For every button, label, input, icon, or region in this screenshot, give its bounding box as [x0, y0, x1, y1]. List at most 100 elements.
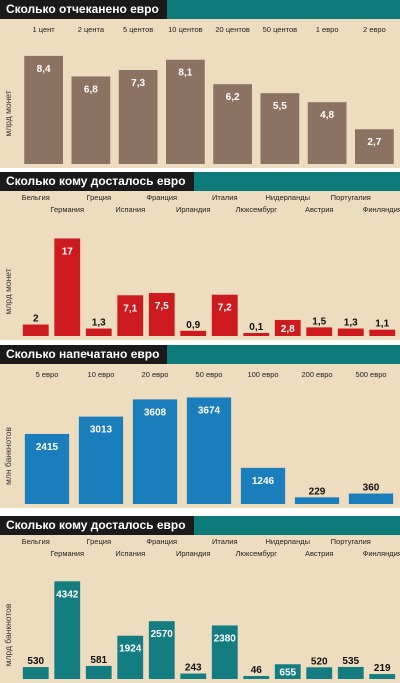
- value-label: 2415: [36, 442, 59, 453]
- bar: [260, 93, 300, 164]
- value-label: 6,2: [226, 92, 240, 103]
- value-label: 7,3: [131, 78, 145, 89]
- value-label: 2,7: [367, 137, 381, 148]
- bar: [24, 433, 70, 504]
- category-label: Испания: [115, 205, 145, 214]
- chart-header: Сколько кому досталось евро: [0, 516, 400, 535]
- bar: [306, 667, 333, 679]
- value-label: 229: [309, 486, 326, 497]
- value-label: 1,3: [344, 318, 358, 329]
- bar: [22, 667, 49, 679]
- category-label: Испания: [115, 549, 145, 558]
- bar: [22, 324, 49, 336]
- bar: [369, 329, 396, 336]
- value-label: 243: [185, 663, 202, 674]
- bar: [369, 674, 396, 679]
- category-label: Греция: [86, 193, 111, 202]
- bar: [213, 84, 252, 164]
- bar: [148, 292, 175, 336]
- value-label: 1,5: [312, 316, 326, 327]
- value-label: 46: [251, 665, 263, 676]
- chart-minted-coins: Сколько отчеканено евро млрд монет 1 цент…: [0, 0, 400, 168]
- bar: [117, 295, 144, 336]
- bar: [186, 397, 232, 504]
- category-label: 50 евро: [196, 370, 223, 379]
- category-label: Португалия: [331, 537, 371, 546]
- bar: [148, 621, 175, 679]
- category-label: 5 центов: [123, 25, 153, 34]
- bar: [117, 635, 144, 679]
- bar: [211, 294, 238, 336]
- bar: [294, 497, 340, 504]
- chart-title: Сколько напечатано евро: [0, 345, 168, 364]
- category-label: Бельгия: [22, 537, 50, 546]
- bar: [243, 333, 270, 336]
- category-label: Франция: [146, 537, 177, 546]
- bar: [24, 55, 63, 164]
- category-label: 2 цента: [78, 25, 105, 34]
- value-label: 530: [27, 656, 44, 667]
- bar: [132, 399, 178, 504]
- bar: [118, 70, 158, 164]
- value-label: 8,1: [178, 68, 192, 79]
- value-label: 581: [90, 655, 107, 666]
- chart-title: Сколько кому досталось евро: [0, 172, 194, 191]
- category-label: 10 центов: [168, 25, 202, 34]
- value-label: 2,8: [281, 324, 295, 335]
- bar: [306, 327, 333, 336]
- category-label: 20 евро: [142, 370, 169, 379]
- y-axis-label: млн банкнотов: [3, 427, 13, 485]
- chart-header: Сколько напечатано евро: [0, 345, 400, 364]
- category-label: Португалия: [331, 193, 371, 202]
- value-label: 7,5: [155, 301, 169, 312]
- category-label: Нидерланды: [265, 193, 310, 202]
- value-label: 0,1: [249, 322, 263, 333]
- value-label: 360: [363, 483, 380, 494]
- y-axis-label: млрд монет: [3, 268, 13, 314]
- chart-plot: млрд банкнотов Бельгия 530 Германия 4342 Грец…: [0, 535, 400, 683]
- value-label: 3608: [144, 407, 167, 418]
- bar: [337, 328, 364, 336]
- category-label: Финляндия: [363, 205, 400, 214]
- category-label: 50 центов: [263, 25, 297, 34]
- chart-plot: млн банкнотов 5 евро 2415 10 евро 3013 20 евр…: [0, 364, 400, 508]
- category-label: 5 евро: [36, 370, 59, 379]
- value-label: 535: [342, 656, 359, 667]
- bar: [240, 467, 286, 504]
- bar: [355, 129, 394, 164]
- bar: [180, 330, 207, 336]
- value-label: 4342: [56, 589, 79, 600]
- category-label: Люксембург: [235, 549, 277, 558]
- bar: [54, 238, 81, 336]
- bar: [85, 665, 112, 679]
- category-label: 200 евро: [301, 370, 332, 379]
- y-axis-label: млрд монет: [3, 90, 13, 136]
- bar: [180, 673, 207, 679]
- value-label: 2570: [151, 629, 174, 640]
- bar: [78, 416, 124, 504]
- bar: [71, 76, 111, 164]
- category-label: 100 евро: [247, 370, 278, 379]
- value-label: 219: [374, 663, 391, 674]
- value-label: 7,2: [218, 303, 232, 314]
- category-label: Ирландия: [176, 205, 211, 214]
- value-label: 655: [279, 668, 296, 679]
- category-label: Бельгия: [22, 193, 50, 202]
- bar: [85, 328, 112, 336]
- bar: [274, 319, 301, 336]
- bar: [54, 581, 81, 679]
- category-label: Люксембург: [235, 205, 277, 214]
- category-label: Италия: [212, 537, 238, 546]
- chart-coins-by-country: Сколько кому досталось евро млрд монет Бе…: [0, 172, 400, 340]
- bar: [166, 59, 205, 165]
- value-label: 0,9: [186, 320, 200, 331]
- bar: [337, 666, 364, 679]
- value-label: 6,8: [84, 84, 98, 95]
- category-label: Австрия: [305, 549, 334, 558]
- value-label: 7,1: [123, 303, 137, 314]
- value-label: 4,8: [320, 110, 334, 121]
- chart-plot: млрд монет 1 цент 8,4 2 цента 6,8 5 центов 7,3…: [0, 19, 400, 168]
- chart-header: Сколько отчеканено евро: [0, 0, 400, 19]
- category-label: Финляндия: [363, 549, 400, 558]
- category-label: Италия: [212, 193, 238, 202]
